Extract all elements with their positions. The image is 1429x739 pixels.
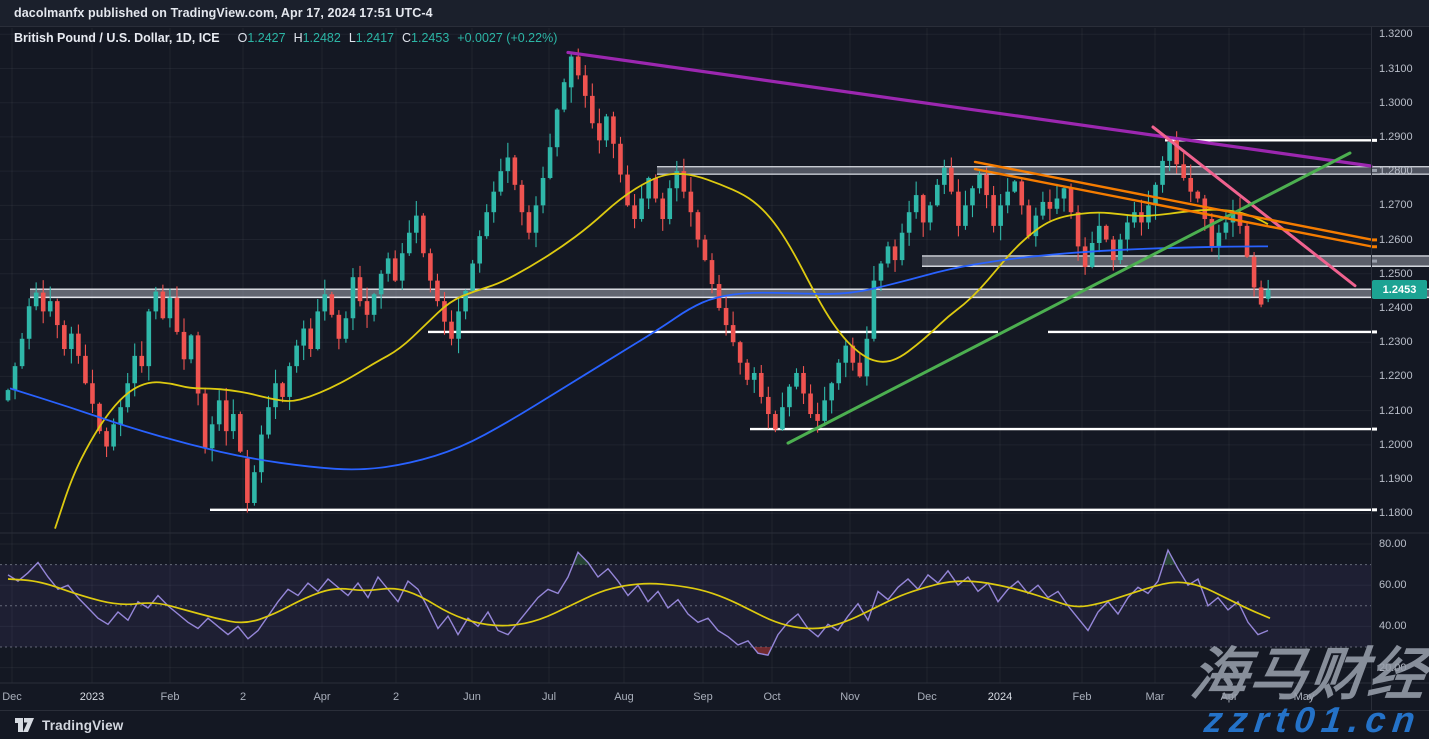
- time-axis-tick: Dec: [2, 691, 22, 703]
- ohlc-open-label: O: [237, 31, 248, 45]
- descending-trendline-steep: [1151, 125, 1357, 288]
- pane-dividers: [0, 532, 1429, 684]
- time-axis-tick: 2024: [987, 691, 1013, 703]
- attribution-text: dacolmanfx published on TradingView.com,…: [14, 6, 433, 20]
- time-axis-tick: Feb: [160, 691, 180, 703]
- descending-trendline-major: [566, 50, 1373, 168]
- rsi-line: [7, 548, 1269, 656]
- ohlc-high-value: 1.2482: [302, 31, 341, 45]
- tradingview-logo-icon[interactable]: [14, 716, 35, 734]
- trendlines: [566, 50, 1375, 445]
- rsi-pane: [0, 548, 1371, 656]
- price-axis-tick: 1.2600: [1379, 233, 1413, 246]
- support-resistance-zones: [30, 139, 1429, 512]
- price-axis-tick: 1.2500: [1379, 267, 1413, 280]
- price-axis-tick: 1.2400: [1379, 301, 1413, 314]
- tradingview-brand-text[interactable]: TradingView: [42, 717, 124, 733]
- descending-channel-lower: [973, 167, 1375, 248]
- price-axis-tick: 1.3000: [1379, 96, 1413, 109]
- price-axis-tick: 1.3200: [1379, 28, 1413, 41]
- price-axis-tick: 1.2000: [1379, 438, 1413, 451]
- candlestick-series: [5, 48, 1271, 513]
- time-axis-tick: Nov: [840, 691, 860, 703]
- price-axis-tick: 1.2900: [1379, 130, 1413, 143]
- rsi-ma-line: [7, 578, 1271, 630]
- time-axis-tick: May: [1293, 691, 1315, 703]
- symbol-title: British Pound / U.S. Dollar, 1D, ICE: [14, 31, 220, 45]
- change-value: +0.0027 (+0.22%): [457, 31, 558, 45]
- rsi-axis-tick: 60.00: [1379, 579, 1407, 592]
- ma-blue-line: [9, 245, 1268, 471]
- ohlc-close-value: 1.2453: [411, 31, 450, 45]
- price-axis-tick: 1.2200: [1379, 370, 1413, 383]
- price-axis-tick: 1.2800: [1379, 165, 1413, 178]
- time-axis-tick: Apr: [1220, 691, 1238, 703]
- descending-channel-upper: [973, 160, 1375, 242]
- rsi-axis-tick: 40.00: [1379, 620, 1407, 633]
- time-axis-tick: Aug: [614, 691, 634, 703]
- symbol-info-row: British Pound / U.S. Dollar, 1D, ICE O 1.…: [14, 31, 557, 45]
- zone-1.2800: [657, 166, 1429, 175]
- ohlc-open-value: 1.2427: [247, 31, 286, 45]
- zone-1.2535: [922, 255, 1429, 267]
- ma-yellow-line: [54, 172, 1269, 529]
- ohlc-high-label: H: [293, 31, 303, 45]
- price-axis-tick: 1.1800: [1379, 507, 1413, 520]
- time-axis-tick: 2: [392, 691, 400, 703]
- time-axis-tick: Sep: [693, 691, 713, 703]
- time-axis-tick: Jun: [463, 691, 481, 703]
- time-axis-tick: Mar: [1145, 691, 1165, 703]
- time-axis-tick: Jul: [541, 691, 557, 703]
- price-axis-divider: [1371, 27, 1372, 710]
- time-axis-tick: 2: [239, 691, 247, 703]
- price-axis-tick: 1.1900: [1379, 473, 1413, 486]
- time-axis-tick: Oct: [763, 691, 781, 703]
- ohlc-close-label: C: [402, 31, 412, 45]
- rsi-axis-tick: 80.00: [1379, 538, 1407, 550]
- ohlc-low-value: 1.2417: [355, 31, 395, 45]
- attribution-bar: dacolmanfx published on TradingView.com,…: [0, 0, 1429, 27]
- price-axis-tick: 1.2300: [1379, 336, 1413, 349]
- price-axis-tick: 1.3100: [1379, 62, 1413, 75]
- time-axis-tick: Feb: [1072, 691, 1092, 703]
- time-axis-tick: Apr: [313, 691, 331, 703]
- price-axis-tick: 1.2100: [1379, 404, 1413, 417]
- price-axis-tick: 1.2700: [1379, 199, 1413, 212]
- moving-averages: [9, 172, 1269, 529]
- ascending-trendline: [786, 151, 1352, 445]
- last-price-label: 1.2453: [1372, 280, 1427, 300]
- time-axis-tick: Dec: [917, 691, 937, 703]
- footer-bar: TradingView: [0, 710, 1429, 739]
- grid-lines: [0, 28, 1371, 683]
- ohlc-low-label: L: [348, 31, 356, 45]
- rsi-axis-tick: 20.00: [1379, 661, 1407, 674]
- axis-level-marks: [1371, 138, 1377, 512]
- time-axis-tick: 2023: [79, 691, 105, 703]
- zone-1.2445: [30, 289, 1429, 298]
